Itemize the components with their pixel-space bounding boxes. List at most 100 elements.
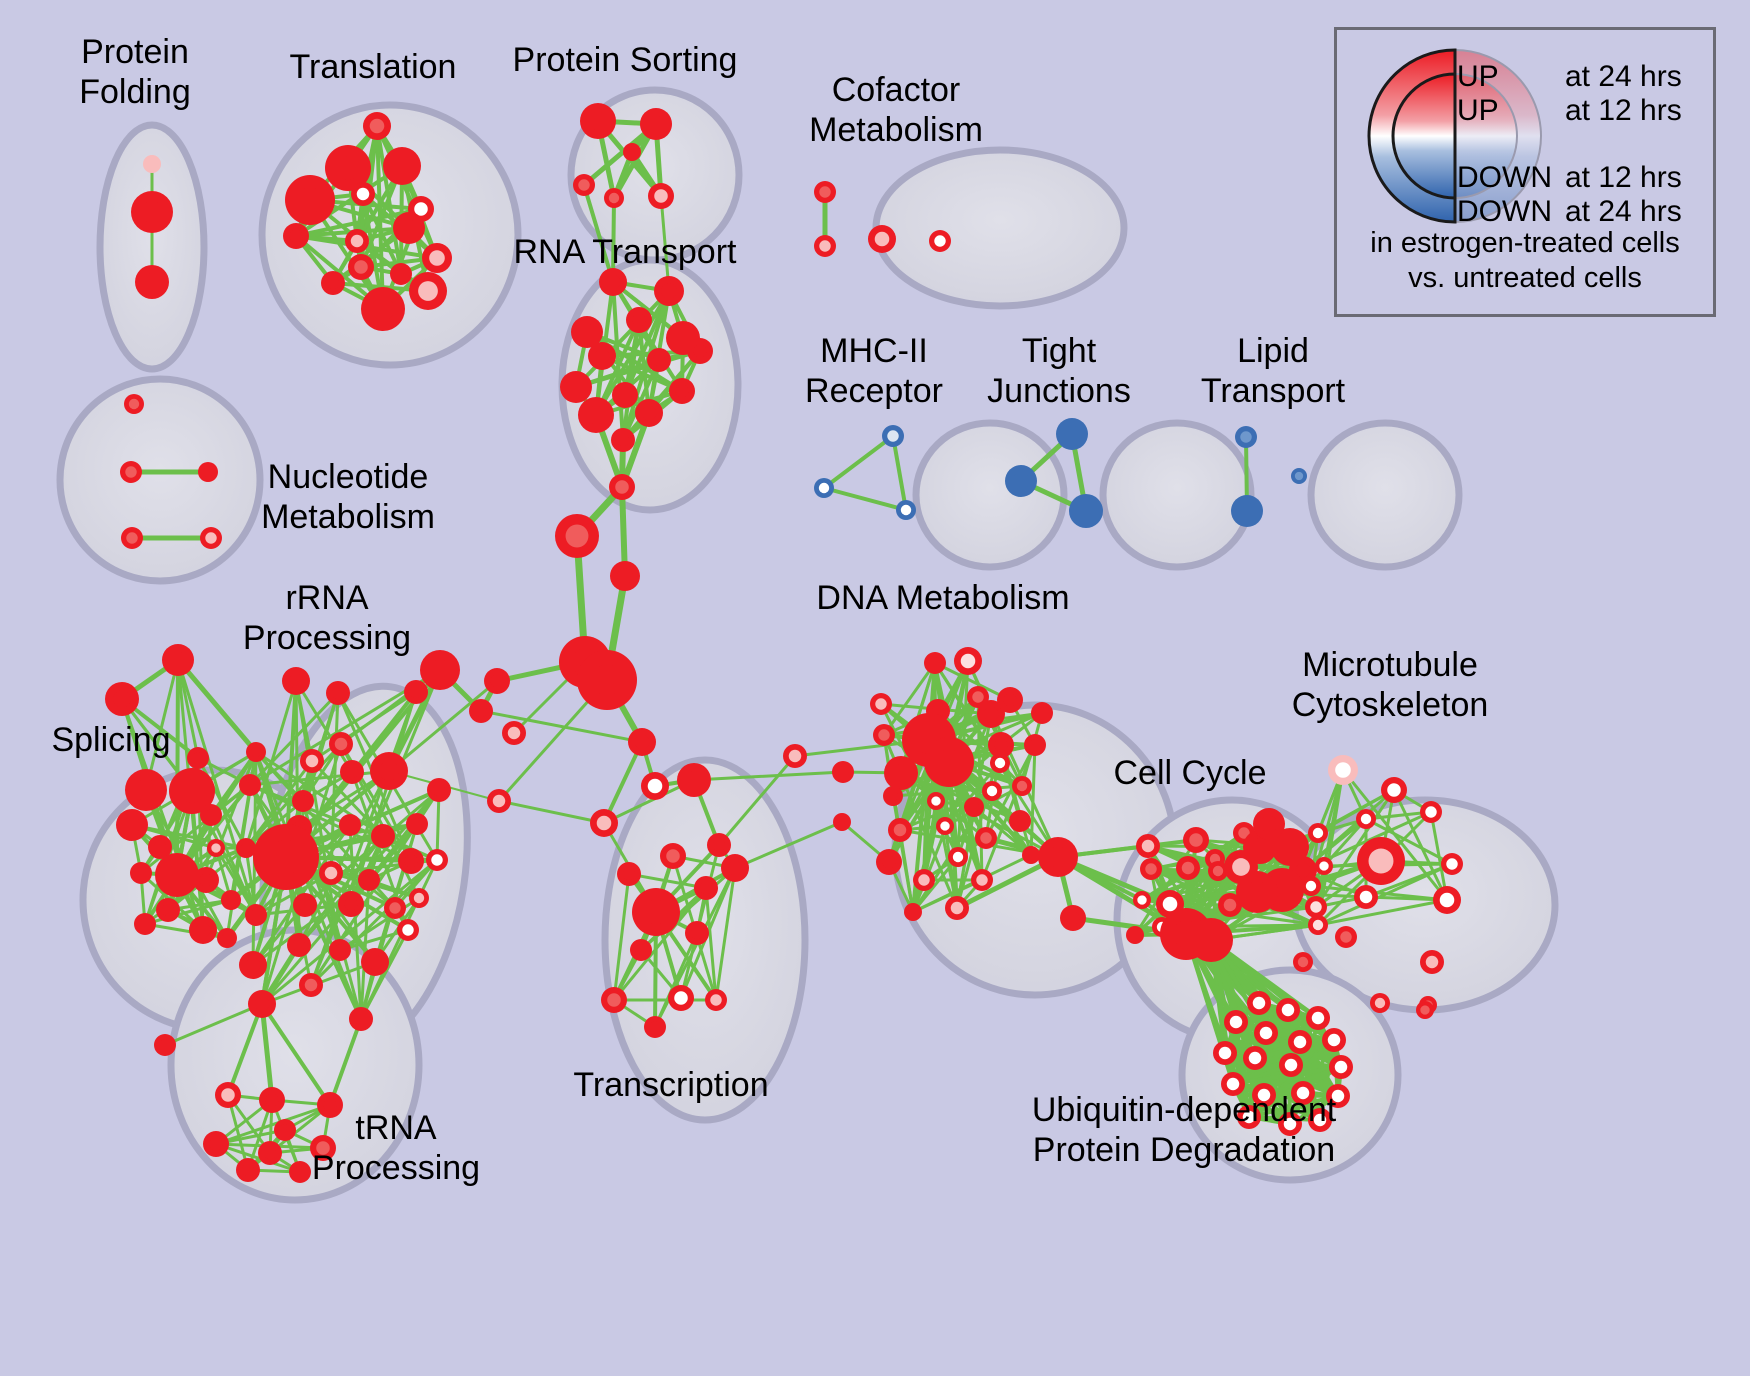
network-node[interactable] (348, 254, 374, 280)
network-node[interactable] (393, 212, 425, 244)
network-node[interactable] (1356, 809, 1376, 829)
network-node[interactable] (555, 514, 599, 558)
network-node[interactable] (975, 827, 997, 849)
network-node[interactable] (1278, 1112, 1302, 1136)
network-node[interactable] (1291, 1081, 1315, 1105)
network-node[interactable] (371, 824, 395, 848)
network-node[interactable] (1252, 1083, 1276, 1107)
network-node[interactable] (641, 772, 669, 800)
network-node[interactable] (283, 223, 309, 249)
network-node[interactable] (116, 809, 148, 841)
network-node[interactable] (239, 951, 267, 979)
network-node[interactable] (130, 862, 152, 884)
network-node[interactable] (189, 916, 217, 944)
network-node[interactable] (1308, 1108, 1332, 1132)
network-node[interactable] (1370, 993, 1390, 1013)
network-node[interactable] (200, 527, 222, 549)
network-node[interactable] (1136, 834, 1160, 858)
network-node[interactable] (982, 781, 1002, 801)
network-node[interactable] (647, 348, 671, 372)
network-node[interactable] (1326, 1084, 1350, 1108)
network-node[interactable] (1328, 755, 1358, 785)
network-node[interactable] (487, 789, 511, 813)
network-node[interactable] (1176, 856, 1200, 880)
network-node[interactable] (253, 824, 319, 890)
network-node[interactable] (1213, 1041, 1237, 1065)
network-node[interactable] (420, 650, 460, 690)
network-node[interactable] (1237, 1105, 1261, 1129)
network-node[interactable] (997, 687, 1023, 713)
network-node[interactable] (601, 987, 627, 1013)
network-node[interactable] (632, 888, 680, 936)
network-node[interactable] (660, 843, 686, 869)
network-node[interactable] (125, 769, 167, 811)
network-node[interactable] (1315, 857, 1333, 875)
network-node[interactable] (236, 1158, 260, 1182)
network-node[interactable] (573, 174, 595, 196)
network-node[interactable] (329, 939, 351, 961)
network-node[interactable] (1301, 876, 1321, 896)
network-node[interactable] (370, 752, 408, 790)
network-node[interactable] (590, 809, 618, 837)
network-node[interactable] (398, 848, 424, 874)
network-node[interactable] (287, 933, 311, 957)
network-node[interactable] (1005, 465, 1037, 497)
network-node[interactable] (924, 652, 946, 674)
network-node[interactable] (1381, 777, 1407, 803)
network-node[interactable] (832, 761, 854, 783)
network-node[interactable] (577, 650, 637, 710)
network-node[interactable] (384, 897, 406, 919)
network-node[interactable] (610, 561, 640, 591)
network-node[interactable] (221, 890, 241, 910)
network-node[interactable] (339, 814, 361, 836)
network-node[interactable] (105, 682, 139, 716)
network-node[interactable] (580, 103, 616, 139)
network-node[interactable] (884, 756, 918, 790)
network-node[interactable] (599, 268, 627, 296)
network-node[interactable] (929, 230, 951, 252)
network-node[interactable] (404, 680, 428, 704)
network-node[interactable] (258, 1141, 282, 1165)
network-node[interactable] (685, 921, 709, 945)
network-node[interactable] (203, 1131, 229, 1157)
network-node[interactable] (668, 985, 694, 1011)
network-node[interactable] (868, 225, 896, 253)
network-node[interactable] (155, 853, 199, 897)
network-node[interactable] (246, 742, 266, 762)
network-node[interactable] (988, 732, 1014, 758)
network-node[interactable] (154, 1034, 176, 1056)
network-node[interactable] (1433, 886, 1461, 914)
network-node[interactable] (623, 143, 641, 161)
network-node[interactable] (207, 839, 225, 857)
network-node[interactable] (705, 989, 727, 1011)
network-node[interactable] (669, 378, 695, 404)
network-node[interactable] (1354, 885, 1378, 909)
network-node[interactable] (317, 1092, 343, 1118)
network-node[interactable] (707, 833, 731, 857)
network-node[interactable] (383, 147, 421, 185)
network-node[interactable] (1329, 1055, 1353, 1079)
network-node[interactable] (687, 338, 713, 364)
network-node[interactable] (954, 647, 982, 675)
network-node[interactable] (628, 728, 656, 756)
network-node[interactable] (338, 891, 364, 917)
network-node[interactable] (406, 813, 428, 835)
network-node[interactable] (1221, 1072, 1245, 1096)
network-node[interactable] (1335, 926, 1357, 948)
network-node[interactable] (200, 804, 222, 826)
network-node[interactable] (239, 774, 261, 796)
network-node[interactable] (1253, 808, 1285, 840)
network-node[interactable] (319, 861, 343, 885)
network-node[interactable] (409, 888, 429, 908)
network-node[interactable] (217, 928, 237, 948)
network-node[interactable] (971, 869, 993, 891)
network-node[interactable] (948, 847, 968, 867)
network-node[interactable] (1243, 1046, 1267, 1070)
network-node[interactable] (882, 425, 904, 447)
network-node[interactable] (1031, 702, 1053, 724)
network-node[interactable] (783, 744, 807, 768)
network-node[interactable] (927, 792, 945, 810)
network-node[interactable] (883, 786, 903, 806)
network-node[interactable] (169, 768, 215, 814)
network-node[interactable] (571, 316, 603, 348)
